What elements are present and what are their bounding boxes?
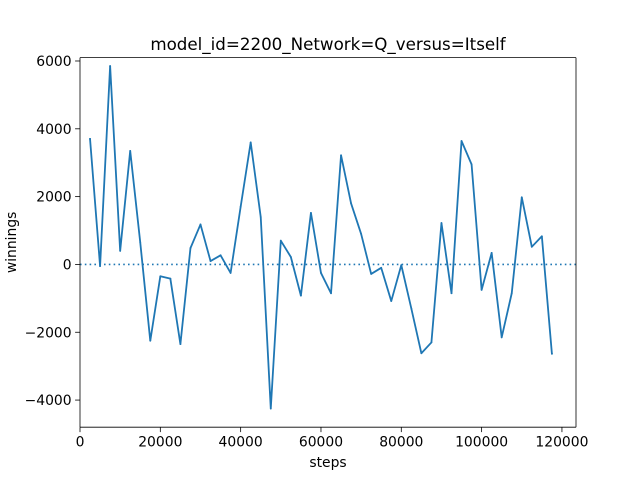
data-point [230,272,232,274]
y-tick-label: −2000 [25,325,72,341]
x-axis-label: steps [309,455,346,471]
data-point [159,275,161,277]
data-point [200,224,202,226]
y-tick-label: −4000 [25,393,72,409]
chart-title: model_id=2200_Network=Q_versus=Itself [150,34,506,55]
data-point [431,342,433,344]
x-tick-label: 80000 [379,435,423,451]
data-point [491,252,493,254]
x-tick-label: 20000 [138,435,182,451]
x-tick-label: 100000 [455,435,508,451]
data-point [119,250,121,252]
data-point [360,233,362,235]
data-point [220,254,222,256]
data-point [330,292,332,294]
data-point [471,164,473,166]
data-point [531,246,533,248]
data-point [260,216,262,218]
data-point [461,140,463,142]
data-point [129,150,131,152]
data-point [441,222,443,224]
x-tick-label: 40000 [219,435,263,451]
data-point [99,265,101,267]
data-point [451,292,453,294]
data-point [109,65,111,67]
x-tick-label: 60000 [299,435,343,451]
data-point [420,352,422,354]
data-point [511,292,513,294]
data-point [270,408,272,410]
data-point [310,212,312,214]
data-point [410,308,412,310]
data-point [180,343,182,345]
data-point [541,235,543,237]
data-point [320,272,322,274]
data-point [300,295,302,297]
data-point [400,264,402,266]
data-point [250,141,252,143]
data-point [551,353,553,355]
data-point [521,196,523,198]
data-point [169,278,171,280]
y-tick-label: 2000 [36,190,71,206]
data-point [350,203,352,205]
data-point [340,154,342,156]
data-point [501,336,503,338]
x-tick-label: 120000 [535,435,588,451]
data-point [89,138,91,140]
data-point [280,240,282,242]
y-tick-label: 4000 [36,122,71,138]
plot-area [80,58,576,428]
data-point [380,267,382,269]
y-tick-label: 0 [63,257,72,273]
data-point [290,256,292,258]
data-point [139,242,141,244]
x-tick-label: 0 [76,435,85,451]
data-point [370,273,372,275]
y-axis-label: winnings [4,212,20,274]
data-point [481,289,483,291]
data-point [240,206,242,208]
data-point [149,340,151,342]
data-point [190,247,192,249]
data-point [390,300,392,302]
data-point [210,260,212,262]
y-tick-label: 6000 [36,54,71,70]
